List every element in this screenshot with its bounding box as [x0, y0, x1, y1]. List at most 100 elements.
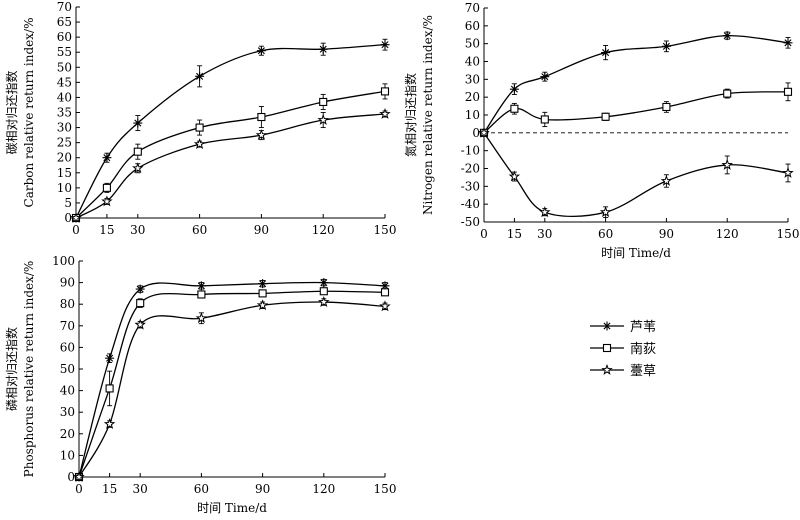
carbon-data-point-shape	[102, 183, 111, 192]
carbon-x-tick-label: 30	[130, 223, 145, 237]
nitrogen-data-point	[509, 84, 519, 94]
nitrogen-series-line	[483, 34, 789, 134]
carbon-series-line	[75, 90, 386, 219]
nitrogen-data-point	[783, 87, 793, 96]
carbon-data-point-shape	[256, 46, 266, 56]
phosphorus-x-tick-label: 120	[312, 482, 335, 496]
carbon-data-point-shape	[102, 153, 112, 163]
carbon-series-line	[75, 44, 386, 219]
carbon-x-tick-label: 120	[312, 223, 335, 237]
nitrogen-data-point	[540, 72, 550, 82]
nitrogen-data-point-shape	[782, 166, 794, 178]
phosphorus-series-0	[74, 278, 390, 482]
carbon-data-point-shape	[101, 195, 113, 207]
nitrogen-data-point	[540, 115, 549, 124]
phosphorus-x-tick-label: 30	[133, 482, 148, 496]
phosphorus-data-point	[319, 278, 329, 288]
phosphorus-data-point	[136, 299, 145, 308]
phosphorus-y-tick-label: 60	[60, 340, 75, 354]
phosphorus-y-tick-label: 10	[60, 448, 75, 462]
carbon-data-point	[379, 107, 391, 119]
nitrogen-data-point-shape	[722, 31, 732, 41]
carbon-y-tick-label: 0	[64, 211, 72, 225]
phosphorus-x-label: 时间 Time/d	[197, 501, 267, 515]
phosphorus-y-tick-label: 20	[60, 427, 75, 441]
carbon-data-point-shape	[133, 118, 143, 128]
nitrogen-data-point	[601, 112, 610, 121]
nitrogen-data-point	[599, 206, 612, 218]
carbon-data-point	[133, 118, 143, 128]
carbon-data-point	[133, 147, 142, 156]
nitrogen-data-point-shape	[509, 84, 519, 94]
carbon-y-tick-label: 25	[57, 136, 72, 150]
carbon-data-point-shape	[193, 138, 206, 150]
phosphorus-data-point-shape	[135, 284, 145, 294]
phosphorus-data-point-shape	[319, 278, 329, 288]
nitrogen-x-tick-label: 60	[598, 227, 613, 241]
carbon-y-tick-label: 10	[57, 181, 72, 195]
phosphorus-series-line	[78, 301, 386, 478]
phosphorus-data-point-shape	[134, 318, 146, 330]
carbon-data-point-shape	[380, 40, 390, 50]
nitrogen-chart: -50 -40 -30 -20 -10 0 10 20 30 40 50 60 70 0 15 30 60 90 1…	[403, 1, 799, 260]
nitrogen-x-label: 时间 Time/d	[601, 246, 671, 260]
nitrogen-data-point	[722, 31, 732, 41]
legend-marker-shape	[602, 343, 612, 353]
nitrogen-x-tick-label: 150	[777, 227, 800, 241]
legend-marker-shape	[602, 321, 612, 331]
legend-marker	[601, 363, 613, 375]
phosphorus-data-point-shape	[318, 295, 330, 307]
phosphorus-x-tick-label: 60	[194, 482, 209, 496]
carbon-data-point	[257, 112, 266, 122]
phosphorus-series-2	[73, 295, 391, 482]
phosphorus-y-tick-label: 40	[60, 384, 75, 398]
carbon-data-point-shape	[318, 44, 328, 54]
legend-label: 芦苇	[630, 320, 656, 335]
legend-item: 芦苇	[590, 320, 656, 335]
nitrogen-series-line	[483, 91, 789, 134]
phosphorus-data-point	[134, 318, 146, 330]
nitrogen-y-tick-label: 40	[465, 55, 480, 69]
nitrogen-data-point-shape	[508, 170, 521, 182]
nitrogen-data-point	[661, 41, 671, 51]
phosphorus-data-point-shape	[105, 384, 114, 393]
carbon-y-tick-label: 15	[57, 166, 72, 180]
nitrogen-y-tick-label: 10	[465, 108, 480, 122]
legend-item: 南荻	[590, 341, 656, 357]
phosphorus-data-point	[258, 289, 267, 298]
carbon-data-point	[70, 211, 82, 223]
phosphorus-y-tick-label: 50	[60, 362, 75, 376]
legend-label: 南荻	[630, 341, 656, 357]
nitrogen-data-point-shape	[540, 72, 550, 82]
phosphorus-data-point	[318, 295, 330, 307]
phosphorus-data-point	[380, 281, 390, 291]
nitrogen-data-point-shape	[599, 206, 612, 218]
legend-marker	[602, 343, 612, 353]
carbon-y-label-cn: 碳相对归还指数	[4, 70, 19, 154]
carbon-data-point	[101, 195, 113, 207]
carbon-data-point	[195, 71, 205, 81]
nitrogen-y-tick-label: 0	[472, 126, 480, 140]
nitrogen-y-tick-label: 20	[465, 90, 480, 104]
carbon-data-point	[380, 40, 390, 50]
phosphorus-data-point	[196, 281, 206, 291]
carbon-data-point-shape	[132, 162, 144, 174]
phosphorus-data-point-shape	[319, 287, 328, 296]
phosphorus-y-label-en: Phosphorus relative return index/%	[22, 261, 36, 478]
nitrogen-x-tick-label: 120	[716, 227, 739, 241]
nitrogen-data-point	[660, 174, 673, 186]
phosphorus-data-point-shape	[197, 290, 206, 299]
phosphorus-chart: 0 10 20 30 40 50 60 70 80 90 100 0 15 30 60 90 120 150 磷相对…	[4, 254, 396, 515]
phosphorus-data-point	[195, 312, 208, 324]
nitrogen-data-point-shape	[601, 112, 610, 121]
phosphorus-data-point	[380, 288, 390, 297]
carbon-y-tick-label: 60	[57, 30, 72, 44]
phosphorus-data-point-shape	[380, 288, 390, 297]
carbon-data-point	[102, 153, 112, 163]
phosphorus-y-tick-label: 70	[60, 319, 75, 333]
phosphorus-y-tick-label: 90	[60, 276, 75, 290]
carbon-data-point-shape	[70, 211, 82, 223]
nitrogen-x-tick-label: 90	[659, 227, 674, 241]
phosphorus-series-line	[78, 290, 386, 478]
